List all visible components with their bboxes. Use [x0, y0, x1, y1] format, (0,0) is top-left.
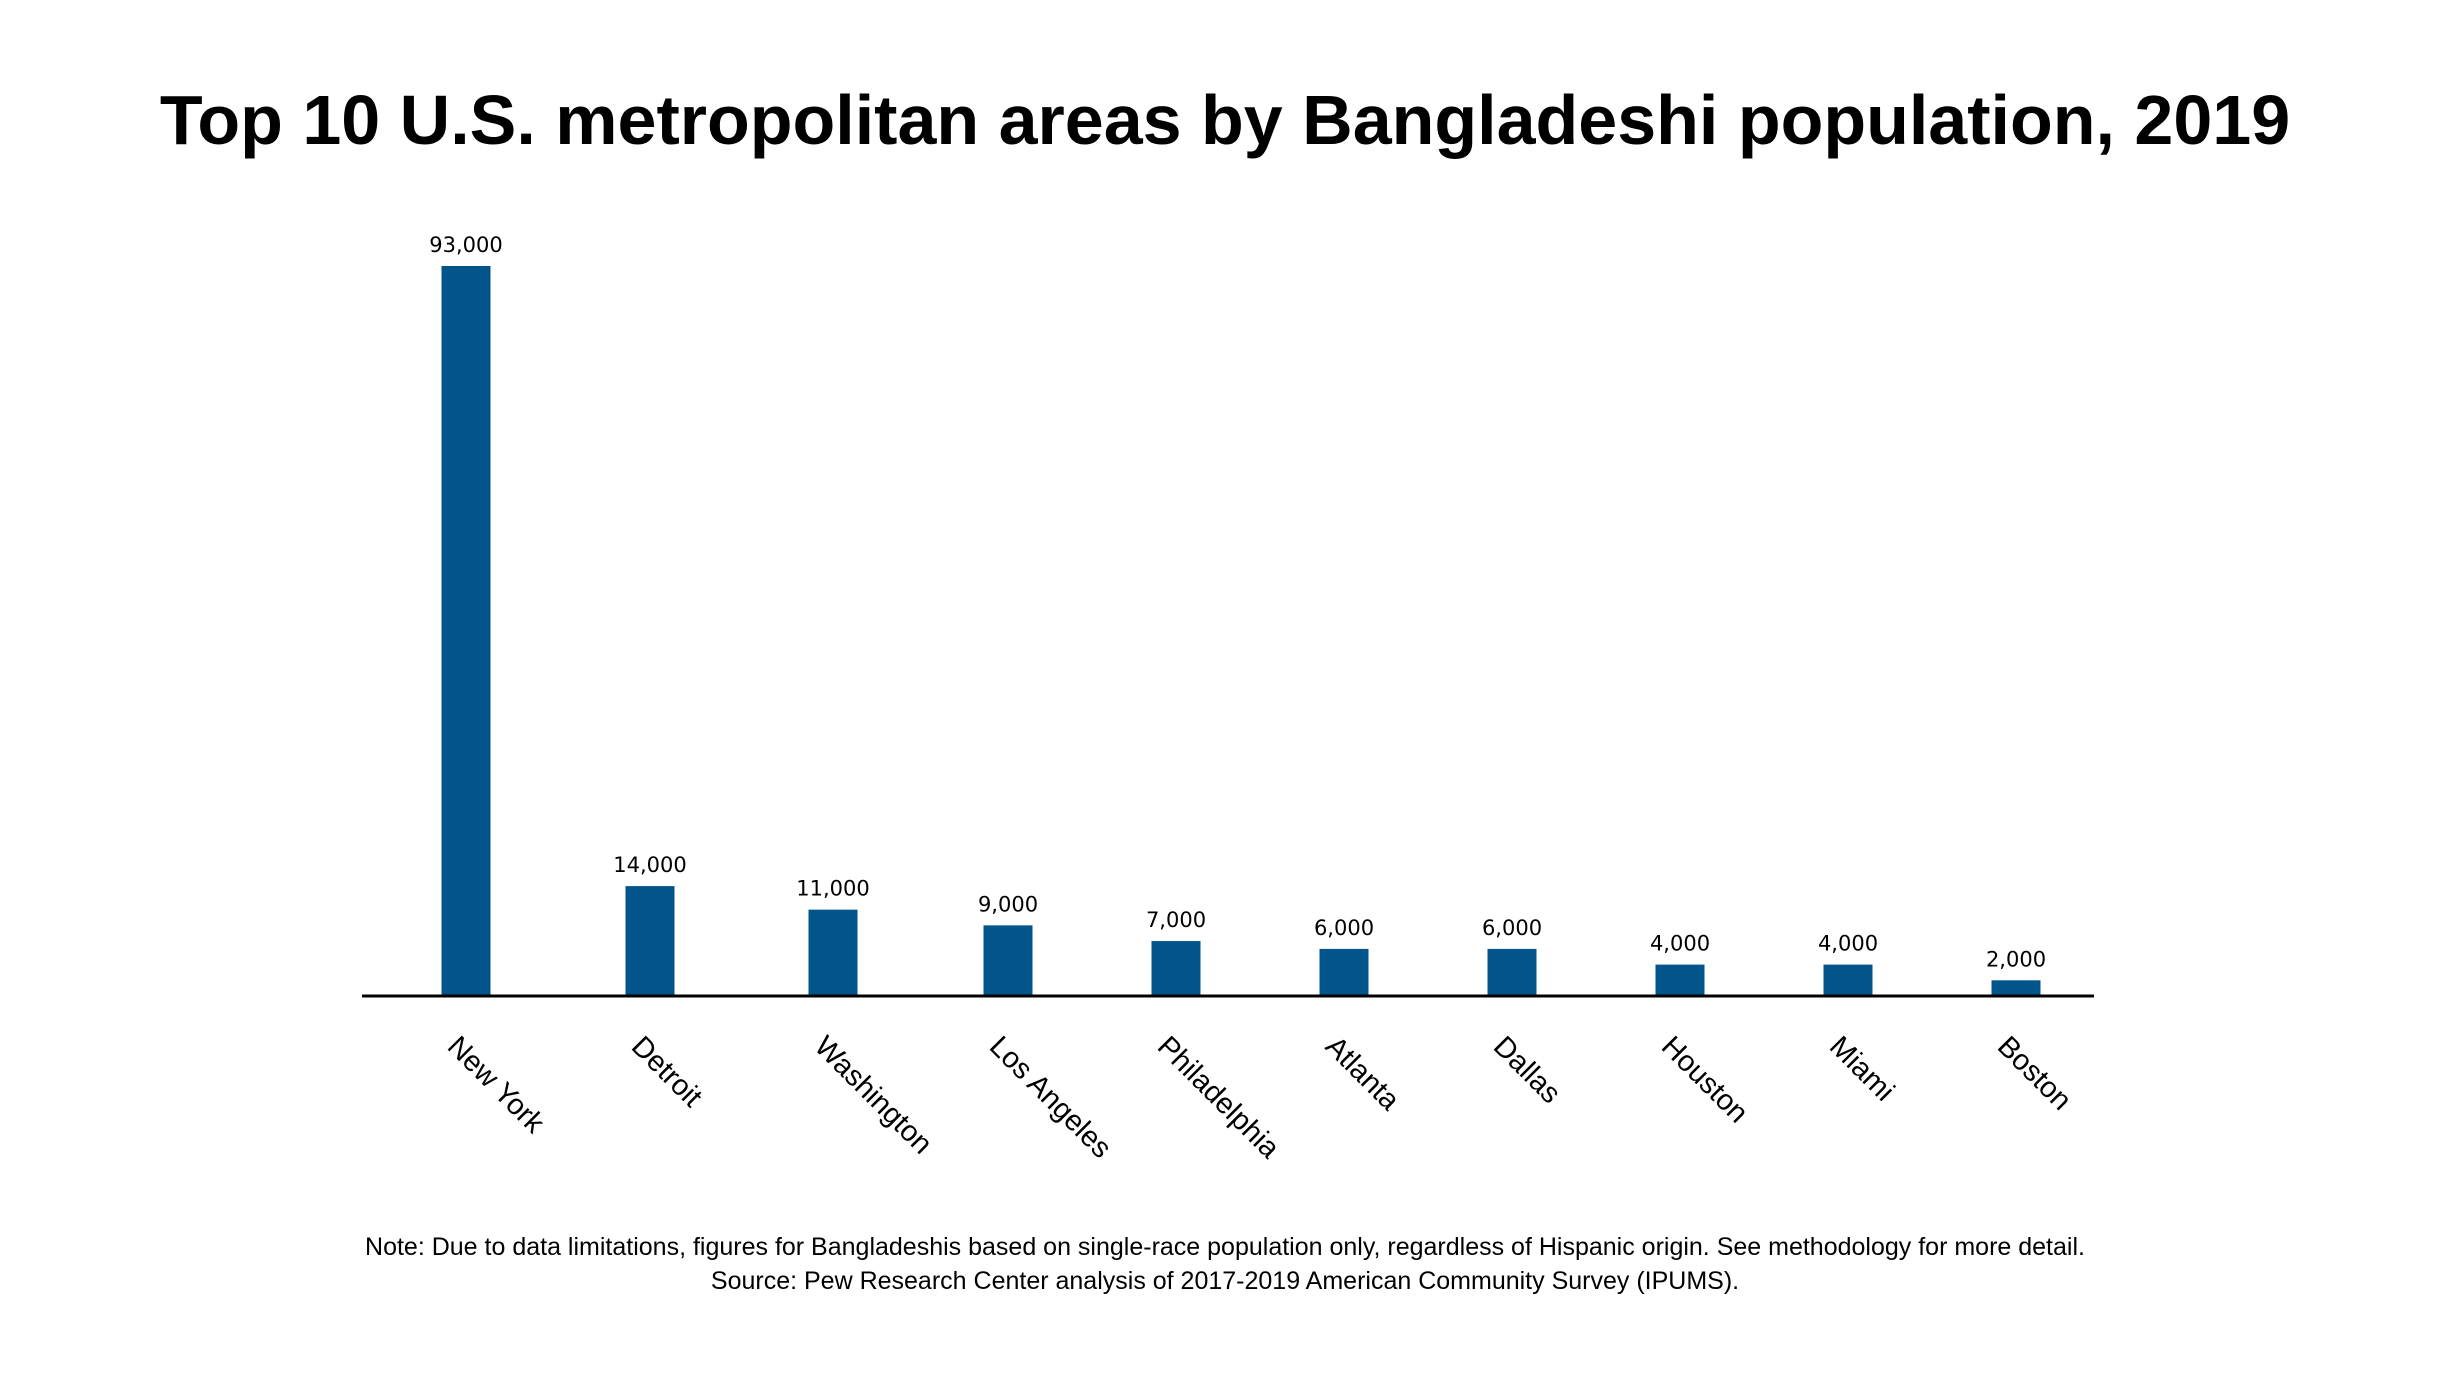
value-label: 7,000: [1146, 908, 1206, 932]
category-label: Miami: [1823, 1030, 1900, 1107]
value-label: 4,000: [1650, 932, 1710, 956]
bar-miami: [1823, 964, 1873, 996]
note-text: Note: Due to data limitations, figures f…: [365, 1233, 2085, 1261]
category-label: Detroit: [625, 1030, 708, 1113]
value-label: 93,000: [429, 233, 502, 257]
bar-boston: [1991, 980, 2041, 996]
value-label: 9,000: [978, 892, 1038, 916]
category-label: Washington: [808, 1030, 938, 1160]
category-labels-group: New York Detroit Washington Los Angeles Phil…: [441, 1030, 2077, 1165]
bar-houston: [1655, 964, 1705, 996]
bar-philadelphia: [1151, 941, 1201, 996]
category-label: Atlanta: [1319, 1030, 1406, 1117]
bar-atlanta: [1319, 948, 1369, 996]
category-label: Dallas: [1487, 1030, 1567, 1110]
bar-detroit: [625, 886, 675, 996]
bar-dallas: [1487, 948, 1537, 996]
value-label: 4,000: [1818, 932, 1878, 956]
category-label: Houston: [1655, 1030, 1754, 1129]
category-label: Boston: [1991, 1030, 2077, 1116]
bar-chart: 93,000 14,000 11,000 9,000 7,000 6,000 6,000 4,…: [362, 233, 2094, 1165]
value-label: 6,000: [1482, 916, 1542, 940]
bar-los-angeles: [983, 925, 1033, 996]
bars-group: [441, 266, 2041, 996]
source-text: Source: Pew Research Center analysis of …: [710, 1267, 1740, 1295]
value-label: 6,000: [1314, 916, 1374, 940]
category-label: Philadelphia: [1151, 1030, 1286, 1165]
bar-washington: [808, 909, 858, 996]
value-label: 11,000: [796, 877, 869, 901]
value-labels-group: 93,000 14,000 11,000 9,000 7,000 6,000 6,000 4,…: [429, 233, 2046, 971]
chart-title: Top 10 U.S. metropolitan areas by Bangla…: [159, 81, 2291, 159]
chart-notes: Note: Due to data limitations, figures f…: [0, 1230, 2450, 1298]
category-label: New York: [441, 1030, 551, 1140]
value-label: 14,000: [613, 853, 686, 877]
value-label: 2,000: [1986, 947, 2046, 971]
bar-new-york: [441, 266, 491, 996]
category-label: Los Angeles: [983, 1030, 1117, 1164]
